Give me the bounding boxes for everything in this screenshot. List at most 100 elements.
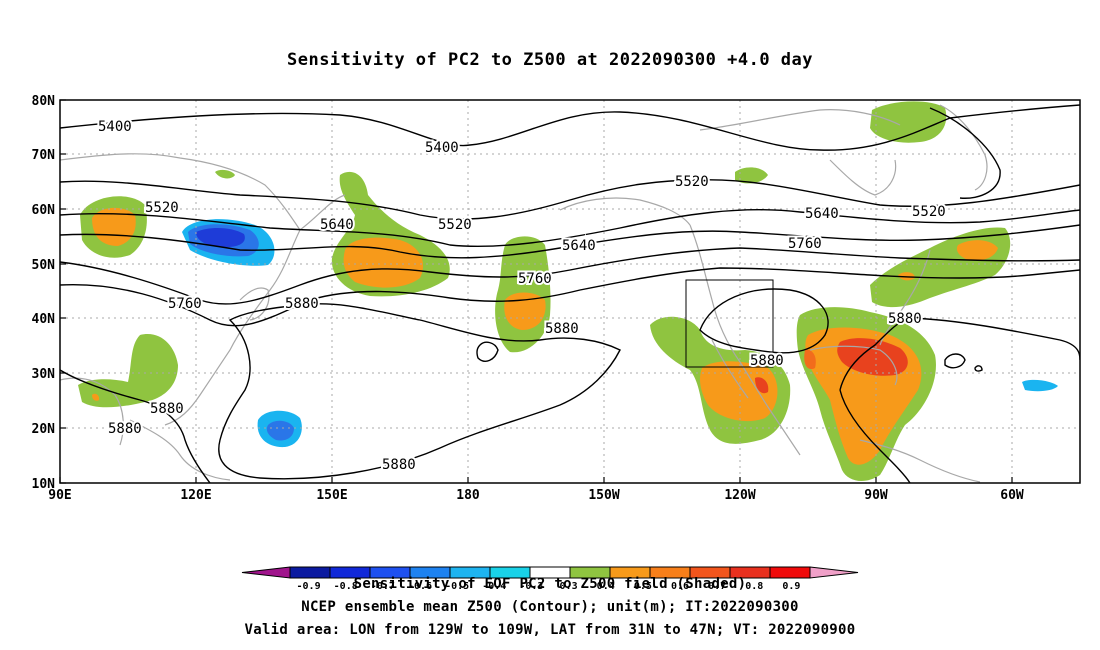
map-frame: [59, 99, 1081, 484]
contour-label: 5760: [788, 236, 822, 252]
shade-green-small-2: [735, 167, 768, 184]
colorbar: -0.9 -0.8 -0.7 -0.6 -0.5 -0.4 -0.3 0.3 0.4 0.5 0.6…: [241, 566, 859, 592]
contour-labels: 5400 5400 5520 5520 5520 5520 5640 5640 …: [96, 117, 948, 475]
lat-tick-label: 20N: [32, 422, 56, 437]
shade-deeporange-gulf: [804, 349, 816, 370]
contour-5880-e: [839, 389, 911, 483]
colorbar-tick-label: 0.9: [782, 581, 800, 592]
shade-orange-nwpac: [343, 237, 424, 288]
shade-red-gulf: [837, 338, 908, 376]
colorbar-tick-label: -0.8: [334, 581, 358, 592]
contour-5880-b: [699, 288, 829, 354]
lon-tick-label: 180: [456, 488, 480, 503]
contour-label: 5640: [320, 217, 354, 233]
coast-gulf: [809, 345, 898, 386]
lat-tick-label: 30N: [32, 367, 56, 382]
chart-title: Sensitivity of PC2 to Z500 at 2022090300…: [286, 50, 813, 70]
lat-tick-label: 80N: [32, 94, 56, 109]
contour-label: 5400: [425, 140, 459, 156]
contour-label: 5880: [150, 401, 184, 417]
contour-5880-h: [974, 365, 983, 372]
shade-blue-philippines: [266, 420, 294, 441]
colorbar-tick-label: 0.4: [597, 581, 615, 592]
contour-label: 5760: [518, 271, 552, 287]
colorbar-tick-label: -0.5: [445, 581, 469, 592]
lat-tick-label: 40N: [32, 312, 56, 327]
coast-alaska: [559, 197, 691, 226]
colorbar-tick-label: 0.6: [671, 581, 689, 592]
lat-tick-label: 70N: [32, 148, 56, 163]
colorbar-tick-label: 0.5: [634, 581, 652, 592]
contour-label: 5880: [750, 353, 784, 369]
coast-asia-north: [60, 153, 301, 231]
lon-tick-label: 90W: [864, 488, 888, 503]
contour-label: 5640: [805, 206, 839, 222]
contour-5880-a: [218, 303, 621, 480]
contour-label: 5880: [545, 321, 579, 337]
footer-shading-description: Sensitivity of EOF PC2 to Z500 field (Sh…: [353, 576, 747, 592]
contour-5760-a: [60, 247, 1080, 305]
colorbar-tick-label: 0.7: [708, 581, 726, 592]
coast-seasia: [129, 419, 231, 481]
contour-label: 5640: [562, 238, 596, 254]
lon-tick-label: 60W: [1000, 488, 1024, 503]
lat-tick-label: 60N: [32, 203, 56, 218]
contour-label: 5520: [912, 204, 946, 220]
coast-hudson: [829, 159, 897, 196]
shade-orange-atlantic: [956, 240, 998, 261]
colorbar-tick-label: -0.3: [519, 581, 543, 592]
colorbar-tick-label: 0.8: [745, 581, 763, 592]
colorbar-tick-label: -0.7: [371, 581, 395, 592]
shade-cyan-atlantic-small: [1022, 379, 1058, 392]
contour-label: 5880: [108, 421, 142, 437]
axis-ticks: [59, 99, 1013, 484]
lat-tick-labels: 80N 70N 60N 50N 40N 30N 20N 10N: [32, 94, 56, 492]
contour-5760-b: [60, 267, 1080, 327]
contour-label: 5520: [438, 217, 472, 233]
footer-valid-area: Valid area: LON from 129W to 109W, LAT f…: [244, 622, 856, 638]
coast-canada-arctic: [699, 109, 901, 131]
lon-tick-label: 150W: [588, 488, 619, 503]
contour-5400-a: [60, 104, 1080, 151]
contour-label: 5520: [145, 200, 179, 216]
colorbar-right-arrow: [809, 566, 859, 579]
shaded-sensitivity: [78, 101, 1058, 482]
colorbar-tick-label: -0.9: [297, 581, 321, 592]
lon-tick-label: 120W: [724, 488, 755, 503]
shade-green-small-1: [215, 169, 235, 179]
shade-orange-mexico: [700, 361, 778, 422]
footer-contour-description: NCEP ensemble mean Z500 (Contour); unit(…: [301, 599, 799, 615]
coast-asia-east: [164, 229, 301, 426]
lon-tick-label: 90E: [48, 488, 71, 503]
valid-area-box: [685, 279, 774, 368]
shade-darkblue-japan: [196, 228, 245, 248]
lat-tick-label: 50N: [32, 258, 56, 273]
coast-greenland: [939, 104, 988, 191]
contour-5880-d: [839, 317, 1080, 391]
shade-deeporange-mexico: [755, 377, 769, 394]
shade-orange-dateline: [504, 292, 546, 330]
contour-label: 5760: [168, 296, 202, 312]
colorbar-tick-label: -0.6: [408, 581, 432, 592]
contour-5880-c: [60, 369, 211, 483]
contour-5880-g: [944, 353, 966, 369]
contour-5520-b: [60, 209, 1080, 247]
lat-tick-label: 10N: [32, 477, 56, 492]
colorbar-tick-label: -0.4: [482, 581, 506, 592]
contour-5640-a: [60, 224, 1080, 259]
coast-japan: [239, 287, 270, 321]
gridlines: [60, 100, 1080, 483]
z500-contours: [60, 104, 1080, 483]
shade-orange-small-india: [92, 393, 100, 401]
lon-tick-label: 150E: [316, 488, 347, 503]
shade-green-arctic: [870, 101, 947, 143]
contour-label: 5400: [98, 119, 132, 135]
shade-orange-asia-west: [92, 207, 136, 246]
coast-southamerica: [859, 439, 981, 483]
colorbar-tick-label: 0.3: [560, 581, 578, 592]
contour-label: 5880: [285, 296, 319, 312]
lon-tick-label: 120E: [180, 488, 211, 503]
contour-5400-b: [929, 107, 1001, 199]
contour-label: 5880: [382, 457, 416, 473]
